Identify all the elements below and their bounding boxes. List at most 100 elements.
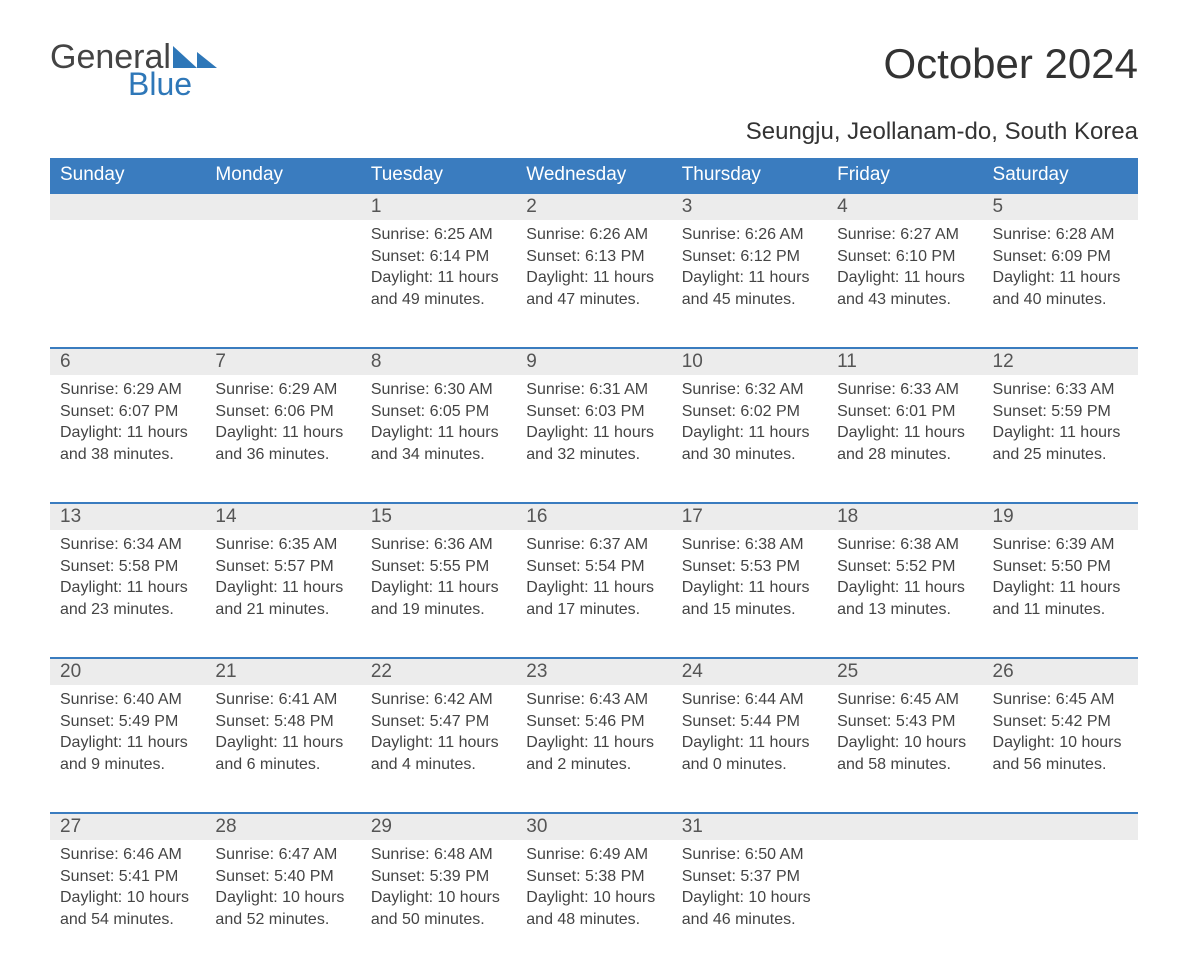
day-number: 5 [993,196,1004,217]
day-number-cell: 27 [50,813,205,840]
sunset-label: Sunset: [993,248,1047,265]
day-cell: Sunrise: 6:34 AMSunset: 5:58 PMDaylight:… [50,530,205,658]
sunrise-line: Sunrise: 6:32 AM [682,379,817,401]
sunrise-line: Sunrise: 6:50 AM [682,844,817,866]
weekday-header: Sunday [50,158,205,193]
daylight-label: Daylight: [371,424,433,441]
day-cell: Sunrise: 6:38 AMSunset: 5:53 PMDaylight:… [672,530,827,658]
day-cell: Sunrise: 6:39 AMSunset: 5:50 PMDaylight:… [983,530,1138,658]
day-cell: Sunrise: 6:46 AMSunset: 5:41 PMDaylight:… [50,840,205,968]
sunset-label: Sunset: [371,868,425,885]
day-cell: Sunrise: 6:30 AMSunset: 6:05 PMDaylight:… [361,375,516,503]
sunrise-value: 6:42 AM [434,691,493,708]
day-number: 23 [526,661,547,682]
sunrise-line: Sunrise: 6:44 AM [682,689,817,711]
sunset-label: Sunset: [993,713,1047,730]
sunrise-line: Sunrise: 6:39 AM [993,534,1128,556]
day-number: 19 [993,506,1014,527]
daylight-label: Daylight: [526,579,588,596]
sunset-label: Sunset: [837,248,891,265]
day-cell: Sunrise: 6:33 AMSunset: 5:59 PMDaylight:… [983,375,1138,503]
daylight-label: Daylight: [682,269,744,286]
sunset-line: Sunset: 6:12 PM [682,246,817,268]
day-cell-body: Sunrise: 6:40 AMSunset: 5:49 PMDaylight:… [50,685,205,785]
sunrise-line: Sunrise: 6:48 AM [371,844,506,866]
sunrise-value: 6:30 AM [434,381,493,398]
day-cell: Sunrise: 6:28 AMSunset: 6:09 PMDaylight:… [983,220,1138,348]
month-title: October 2024 [883,40,1138,88]
daylight-line: Daylight: 11 hours and 32 minutes. [526,422,661,465]
day-cell-body: Sunrise: 6:34 AMSunset: 5:58 PMDaylight:… [50,530,205,630]
sunset-line: Sunset: 6:10 PM [837,246,972,268]
week-row: Sunrise: 6:40 AMSunset: 5:49 PMDaylight:… [50,685,1138,813]
sunrise-value: 6:50 AM [745,846,804,863]
daylight-line: Daylight: 11 hours and 19 minutes. [371,577,506,620]
sunset-line: Sunset: 5:48 PM [215,711,350,733]
sunset-line: Sunset: 5:59 PM [993,401,1128,423]
sunset-value: 6:10 PM [896,248,956,265]
day-number-cell: 22 [361,658,516,685]
day-cell-body: Sunrise: 6:46 AMSunset: 5:41 PMDaylight:… [50,840,205,940]
calendar-body: 12345Sunrise: 6:25 AMSunset: 6:14 PMDayl… [50,193,1138,968]
weekday-header: Thursday [672,158,827,193]
sunrise-value: 6:25 AM [434,226,493,243]
sunset-value: 5:46 PM [585,713,645,730]
sunrise-label: Sunrise: [215,381,274,398]
sunset-label: Sunset: [993,403,1047,420]
sunrise-label: Sunrise: [993,381,1052,398]
day-cell: Sunrise: 6:37 AMSunset: 5:54 PMDaylight:… [516,530,671,658]
day-cell-body: Sunrise: 6:27 AMSunset: 6:10 PMDaylight:… [827,220,982,320]
sunset-line: Sunset: 5:52 PM [837,556,972,578]
day-number: 10 [682,351,703,372]
daylight-label: Daylight: [60,889,122,906]
daylight-label: Daylight: [215,734,277,751]
sunset-line: Sunset: 6:13 PM [526,246,661,268]
day-number: 15 [371,506,392,527]
sunset-value: 5:59 PM [1051,403,1111,420]
day-cell: Sunrise: 6:32 AMSunset: 6:02 PMDaylight:… [672,375,827,503]
sunrise-value: 6:31 AM [589,381,648,398]
day-cell: Sunrise: 6:29 AMSunset: 6:07 PMDaylight:… [50,375,205,503]
daylight-line: Daylight: 11 hours and 30 minutes. [682,422,817,465]
daylight-line: Daylight: 11 hours and 23 minutes. [60,577,195,620]
day-number-cell: 13 [50,503,205,530]
daylight-line: Daylight: 11 hours and 13 minutes. [837,577,972,620]
day-cell: Sunrise: 6:48 AMSunset: 5:39 PMDaylight:… [361,840,516,968]
sunset-value: 6:12 PM [740,248,800,265]
daylight-line: Daylight: 10 hours and 58 minutes. [837,732,972,775]
daylight-label: Daylight: [60,734,122,751]
sunrise-label: Sunrise: [60,381,119,398]
daylight-label: Daylight: [682,424,744,441]
sunset-label: Sunset: [682,868,736,885]
week-row: Sunrise: 6:34 AMSunset: 5:58 PMDaylight:… [50,530,1138,658]
day-cell-body: Sunrise: 6:38 AMSunset: 5:53 PMDaylight:… [672,530,827,630]
daylight-line: Daylight: 11 hours and 25 minutes. [993,422,1128,465]
day-cell-body: Sunrise: 6:45 AMSunset: 5:42 PMDaylight:… [983,685,1138,785]
sunrise-line: Sunrise: 6:34 AM [60,534,195,556]
day-number-cell: 7 [205,348,360,375]
daylight-line: Daylight: 10 hours and 46 minutes. [682,887,817,930]
sunset-label: Sunset: [526,558,580,575]
daylight-line: Daylight: 11 hours and 15 minutes. [682,577,817,620]
day-cell-body: Sunrise: 6:26 AMSunset: 6:13 PMDaylight:… [516,220,671,320]
sunrise-value: 6:28 AM [1056,226,1115,243]
sunset-value: 5:53 PM [740,558,800,575]
sunset-label: Sunset: [526,403,580,420]
sunset-value: 5:40 PM [274,868,334,885]
day-cell-body: Sunrise: 6:42 AMSunset: 5:47 PMDaylight:… [361,685,516,785]
sunrise-value: 6:26 AM [745,226,804,243]
sunrise-value: 6:33 AM [900,381,959,398]
daynum-row: 20212223242526 [50,658,1138,685]
sunrise-line: Sunrise: 6:38 AM [837,534,972,556]
day-number: 17 [682,506,703,527]
brand-logo: General Blue [50,40,221,100]
day-cell [205,220,360,348]
day-number-cell: 28 [205,813,360,840]
sunrise-line: Sunrise: 6:30 AM [371,379,506,401]
day-number-cell: 25 [827,658,982,685]
daylight-label: Daylight: [526,889,588,906]
sunrise-line: Sunrise: 6:46 AM [60,844,195,866]
sunset-line: Sunset: 5:43 PM [837,711,972,733]
day-number-cell: 12 [983,348,1138,375]
day-number: 22 [371,661,392,682]
